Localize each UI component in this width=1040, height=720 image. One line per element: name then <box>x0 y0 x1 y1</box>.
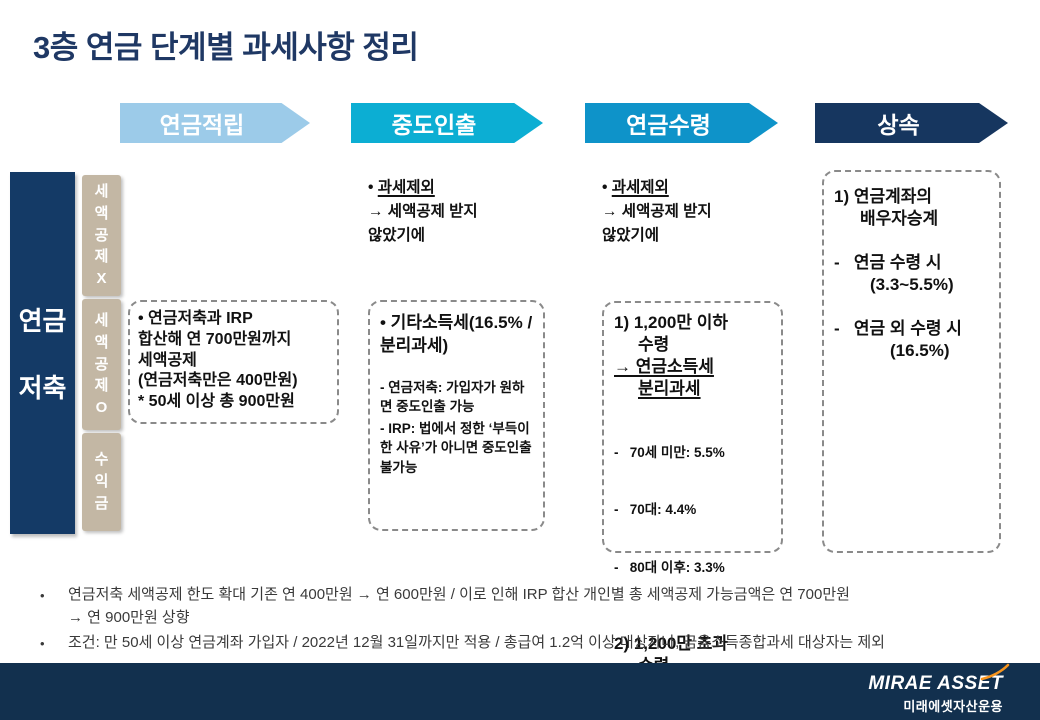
box-line-underlined: → 연금소득세 <box>614 357 714 377</box>
bullet: • <box>368 179 374 196</box>
footnote-item: • 연금저축 세액공제 한도 확대 기존 연 400만원 → 연 600만원 /… <box>40 584 1015 629</box>
tag-label: 세액공제O <box>94 312 109 417</box>
tag-label: 수익금 <box>94 451 109 512</box>
box-line: (연금저축만은 400만원) <box>138 372 298 390</box>
bullet: • <box>40 636 45 651</box>
box-line: 배우자승계 <box>860 209 939 229</box>
box-line: 수령 <box>638 335 670 355</box>
page-title: 3층 연금 단계별 과세사항 정리 <box>33 30 419 65</box>
box-title: • 기타소득세(16.5% / 분리과세) <box>380 313 533 355</box>
stage-arrow-accumulation: 연금적립 <box>120 103 310 143</box>
footer-bar: MIRAE ASSET 미래에셋자산운용 <box>0 663 1040 720</box>
box-line: 합산해 연 700만원까지 <box>138 330 292 348</box>
stage-arrow-pension-receipt: 연금수령 <box>585 103 778 143</box>
box-line: - 연금 수령 시 <box>834 253 942 273</box>
box-withdrawal-other-income-tax: • 기타소득세(16.5% / 분리과세) - 연금저축: 가입자가 원하면 중… <box>368 300 545 531</box>
footnote-line: → 연 900만원 상향 <box>68 608 190 626</box>
stage-arrow-label: 중도인출 <box>391 112 477 138</box>
box-inheritance-spouse-succession: 1) 연금계좌의 배우자승계 - 연금 수령 시 (3.3~5.5%) - 연금… <box>822 170 1001 553</box>
box-sub-item: - 연금저축: 가입자가 원하면 중도인출 가능 <box>380 379 525 415</box>
brand-subtitle: 미래에셋자산운용 <box>903 699 1003 714</box>
note-title-line: • 과세제외 <box>602 176 787 200</box>
brand-logo: MIRAE ASSET <box>868 673 1003 694</box>
sidebar-pension-savings: 연금 저축 <box>10 172 75 534</box>
footnote-text: 조건: 만 50세 이상 연금계좌 가입자 / 2022년 12월 31일까지만… <box>68 632 1015 655</box>
box-line: 2) 1,200만 초과 <box>614 634 729 654</box>
box-accumulation-tax-credit: • 연금저축과 IRP 합산해 연 700만원까지 세액공제 (연금저축만은 4… <box>128 300 339 424</box>
box-line: 1) 1,200만 이하 <box>614 313 729 332</box>
rate-list: - 70세 미만: 5.5% - 70대: 4.4% - 80대 이후: 3.3… <box>614 404 771 615</box>
footnote-text: 연금저축 세액공제 한도 확대 기존 연 400만원 → 연 600만원 / 이… <box>68 584 1015 629</box>
bullet: • <box>602 179 608 196</box>
note-title-line: • 과세제외 <box>368 176 553 200</box>
box-line: * 50세 이상 총 900만원 <box>138 393 295 411</box>
stage-arrow-label: 연금수령 <box>626 112 711 138</box>
note-tax-exempt-withdrawal: • 과세제외 → 세액공제 받지 않았기에 <box>368 176 553 248</box>
box-sub-item: - IRP: 법에서 정한 ‘부득이한 사유’가 아니면 중도인출 불가능 <box>380 421 532 475</box>
note-line: 않았기에 <box>602 227 660 245</box>
tag-earnings: 수익금 <box>82 433 121 531</box>
tag-label: 세액공제X <box>94 183 109 288</box>
footnote-line: 연금저축 세액공제 한도 확대 기존 연 400만원 → 연 600만원 / 이… <box>68 586 850 603</box>
brand-swoosh-icon <box>980 663 1010 681</box>
note-line: → 세액공제 받지 <box>602 203 712 221</box>
box-line: 1) 연금계좌의 <box>834 187 933 206</box>
box-line-underlined: 분리과세 <box>638 379 701 399</box>
sidebar-label-line2: 저축 <box>18 373 67 403</box>
note-title: 과세제외 <box>377 179 435 196</box>
tag-tax-credit-o: 세액공제O <box>82 299 121 430</box>
stage-arrow-early-withdrawal: 중도인출 <box>351 103 543 143</box>
spacer <box>834 230 989 252</box>
box-line: (3.3~5.5%) <box>870 275 954 295</box>
note-tax-exempt-receipt: • 과세제외 → 세액공제 받지 않았기에 <box>602 176 787 248</box>
rate-item: - 80대 이후: 3.3% <box>614 559 725 575</box>
note-line: 않았기에 <box>368 227 426 245</box>
stage-arrow-inheritance: 상속 <box>815 103 1008 143</box>
stage-arrow-label: 상속 <box>877 112 920 138</box>
box-receipt-taxation: 1) 1,200만 이하 수령 → 연금소득세 분리과세 - 70세 미만: 5… <box>602 301 783 697</box>
sidebar-label-line1: 연금 <box>18 306 67 336</box>
bullet: • <box>40 588 45 603</box>
tag-tax-credit-x: 세액공제X <box>82 175 121 296</box>
footnote-item: • 조건: 만 50세 이상 연금계좌 가입자 / 2022년 12월 31일까… <box>40 632 1015 655</box>
rate-item: - 70대: 4.4% <box>614 502 697 518</box>
box-line: 세액공제 <box>138 351 197 369</box>
rate-item: - 70세 미만: 5.5% <box>614 444 725 460</box>
note-line: → 세액공제 받지 <box>368 203 478 221</box>
footnotes: • 연금저축 세액공제 한도 확대 기존 연 400만원 → 연 600만원 /… <box>40 584 1015 658</box>
spacer <box>834 296 989 318</box>
footnote-line: 조건: 만 50세 이상 연금계좌 가입자 / 2022년 12월 31일까지만… <box>68 634 885 651</box>
box-line: - 연금 외 수령 시 <box>834 319 962 339</box>
box-sub-items: - 연금저축: 가입자가 원하면 중도인출 가능 - IRP: 법에서 정한 ‘… <box>380 378 533 477</box>
stage-arrow-label: 연금적립 <box>159 112 245 138</box>
note-title: 과세제외 <box>611 179 669 196</box>
box-line: • 연금저축과 IRP <box>138 310 253 327</box>
box-line: (16.5%) <box>890 341 950 361</box>
